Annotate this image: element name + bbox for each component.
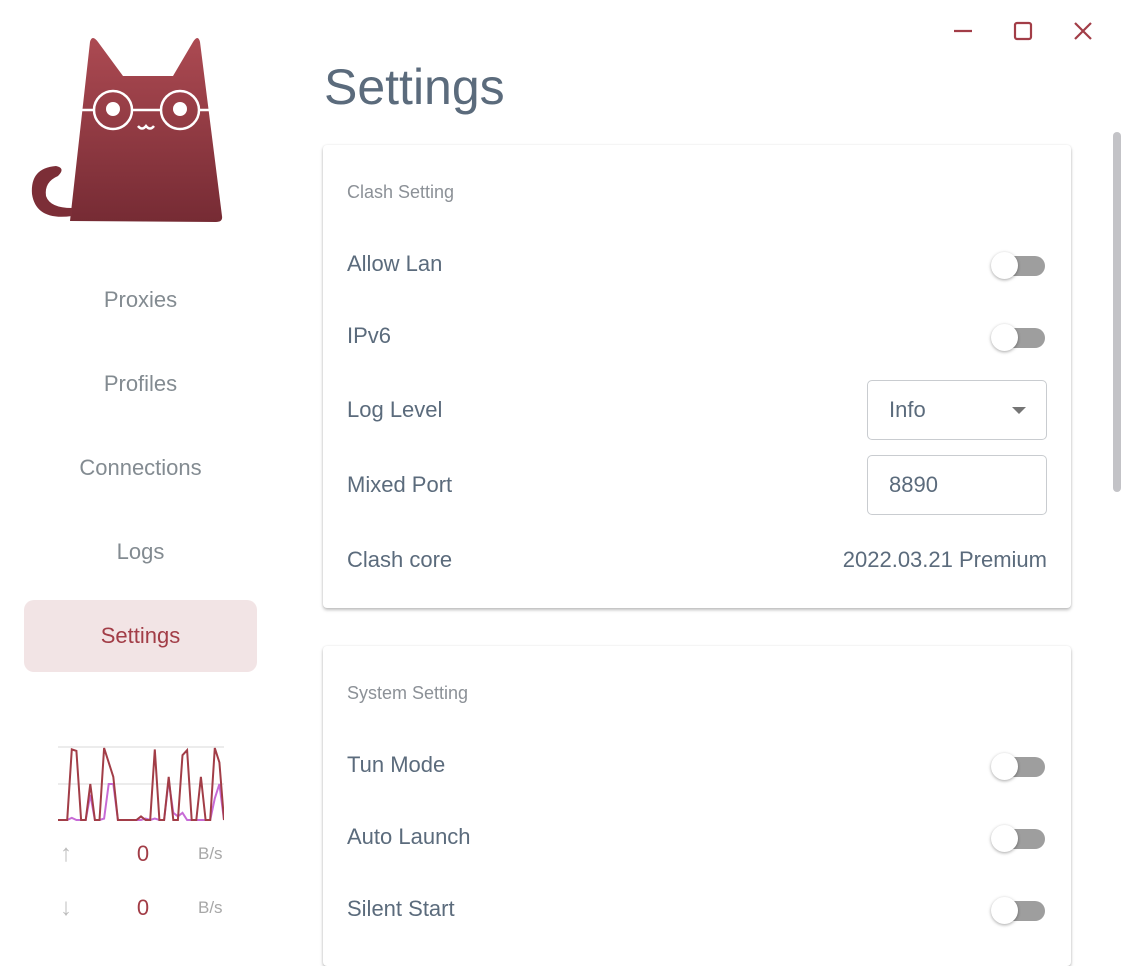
card-title: Clash Setting bbox=[347, 182, 455, 202]
clash-core-value: 2022.03.21 Premium bbox=[842, 547, 1047, 572]
maximize-icon[interactable] bbox=[1006, 14, 1040, 48]
silent-start-label: Silent Start bbox=[347, 896, 455, 921]
allow-lan-row: Allow Lan bbox=[347, 244, 1047, 284]
tun-mode-toggle[interactable] bbox=[991, 750, 1047, 780]
log-level-select[interactable]: Info bbox=[867, 380, 1047, 440]
mixed-port-label: Mixed Port bbox=[347, 472, 453, 497]
silent-start-row: Silent Start bbox=[347, 889, 1047, 929]
minimize-icon[interactable] bbox=[946, 14, 980, 48]
upload-unit: B/s bbox=[198, 844, 223, 863]
arrow-up-icon: ↑ bbox=[60, 840, 72, 867]
log-level-label: Log Level bbox=[347, 397, 443, 422]
mixed-port-input[interactable]: 8890 bbox=[867, 455, 1047, 515]
log-level-value: Info bbox=[889, 397, 926, 422]
traffic-graph bbox=[58, 746, 224, 822]
card-title: System Setting bbox=[347, 683, 469, 703]
caret-down-icon bbox=[1012, 407, 1026, 414]
clash-cat-logo bbox=[31, 38, 223, 222]
page-title: Settings bbox=[324, 59, 505, 115]
mixed-port-value: 8890 bbox=[889, 472, 938, 497]
tun-mode-label: Tun Mode bbox=[347, 752, 446, 777]
allow-lan-toggle[interactable] bbox=[991, 249, 1047, 279]
clash-core-label: Clash core bbox=[347, 547, 453, 572]
download-unit: B/s bbox=[198, 898, 223, 917]
auto-launch-toggle[interactable] bbox=[991, 822, 1047, 852]
scrollbar[interactable] bbox=[1113, 132, 1121, 492]
nav-proxies[interactable]: Proxies bbox=[103, 287, 178, 312]
mixed-port-row: Mixed Port 8890 bbox=[347, 455, 1047, 515]
clash-setting-card: Clash Setting Allow Lan IPv6 Log Level I… bbox=[323, 145, 1071, 608]
clash-core-row: Clash core 2022.03.21 Premium bbox=[347, 540, 1047, 580]
silent-start-toggle[interactable] bbox=[991, 894, 1047, 924]
upload-series-line bbox=[58, 747, 224, 821]
nav-profiles[interactable]: Profiles bbox=[103, 371, 178, 396]
tun-mode-row: Tun Mode bbox=[347, 745, 1047, 785]
log-level-row: Log Level Info bbox=[347, 380, 1047, 440]
ipv6-label: IPv6 bbox=[347, 323, 392, 348]
system-setting-card: System Setting Tun Mode Auto Launch Sile… bbox=[323, 646, 1071, 966]
arrow-down-icon: ↓ bbox=[60, 894, 72, 921]
ipv6-row: IPv6 bbox=[347, 316, 1047, 356]
download-speed: ↓ 0 B/s bbox=[60, 893, 230, 923]
allow-lan-label: Allow Lan bbox=[347, 251, 443, 276]
ipv6-toggle[interactable] bbox=[991, 321, 1047, 351]
close-icon[interactable] bbox=[1066, 14, 1100, 48]
nav-settings[interactable]: Settings bbox=[24, 600, 257, 672]
nav-logs[interactable]: Logs bbox=[116, 539, 165, 564]
auto-launch-row: Auto Launch bbox=[347, 817, 1047, 857]
upload-speed: ↑ 0 B/s bbox=[60, 839, 230, 869]
nav-connections[interactable]: Connections bbox=[79, 455, 202, 480]
download-value: 0 bbox=[136, 895, 150, 920]
sidebar: Proxies Profiles Connections Logs Settin… bbox=[0, 0, 282, 937]
auto-launch-label: Auto Launch bbox=[347, 824, 471, 849]
upload-value: 0 bbox=[136, 841, 150, 866]
